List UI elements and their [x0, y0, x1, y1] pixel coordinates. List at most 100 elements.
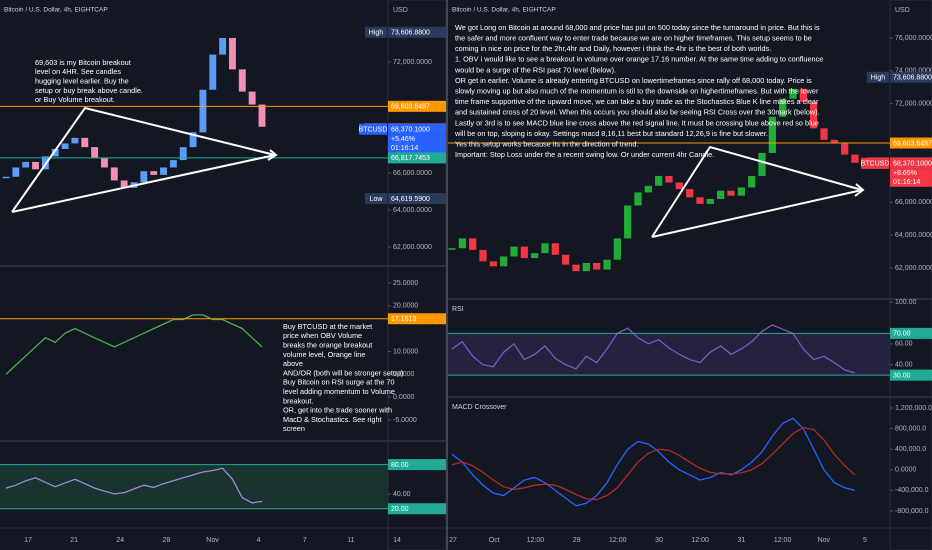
- tag-name-box: [365, 26, 387, 38]
- candle: [179, 147, 187, 161]
- y-tick-label: 62,000.0000: [393, 244, 432, 251]
- y-tick-label: 400,000.0: [895, 446, 926, 453]
- candle: [258, 104, 266, 127]
- tag-name: High: [369, 30, 384, 37]
- arrow-head-left: [267, 149, 278, 161]
- candle: [489, 261, 497, 267]
- candle: [169, 160, 177, 168]
- tag-change: +5.46%: [391, 136, 415, 143]
- candle: [799, 88, 807, 103]
- note-line: setup or buy break above candle.: [35, 86, 143, 95]
- note-line: level on 4HR. See candles: [35, 67, 121, 76]
- note-line: above: [283, 359, 303, 368]
- pane-label: RSI: [452, 306, 464, 313]
- note-line: 69,603 is my Bitcoin breakout: [35, 58, 131, 67]
- note-line: breaks the orange breakout: [283, 341, 372, 350]
- candle: [150, 171, 158, 175]
- level-band: [0, 464, 388, 509]
- price-tag: [890, 327, 932, 339]
- y-tick-label: 1,200,000.0: [895, 405, 932, 412]
- candle: [531, 253, 539, 259]
- candle: [551, 243, 559, 255]
- y-tick-label: 62,000.0000: [895, 265, 932, 272]
- level-band: [448, 333, 890, 376]
- note-line: or Buy Volume breakout.: [35, 95, 115, 104]
- candle: [448, 248, 456, 250]
- date-label: Oct: [489, 537, 500, 544]
- candle: [562, 254, 570, 265]
- candle: [768, 116, 776, 153]
- candle: [572, 264, 580, 272]
- y-tick-label: -5.0000: [393, 417, 417, 424]
- tag-name-box: [867, 71, 889, 83]
- indicator-line: [5, 314, 263, 375]
- price-tag: [388, 193, 446, 205]
- price-tag-label: 20.00: [391, 506, 409, 513]
- left-price-axis: [387, 0, 447, 550]
- indicator-line: [451, 324, 856, 374]
- price-tag: [388, 123, 446, 135]
- y-tick-label: 10.0000: [393, 348, 418, 355]
- price-tag-label: 17.1613: [391, 316, 416, 323]
- price-tag: [388, 313, 446, 325]
- y-tick-label: 64,000.0000: [393, 207, 432, 214]
- note-line: volume level, Orange line: [283, 350, 365, 359]
- currency: USD: [895, 7, 910, 14]
- date-label: 21: [70, 537, 78, 544]
- note-line: hugging level earlier. Buy the: [35, 77, 129, 86]
- note-line: breakout.: [283, 396, 313, 405]
- price-tag-label: 80.00: [391, 462, 409, 469]
- price-tag: [388, 26, 446, 38]
- candle: [758, 152, 766, 176]
- y-tick-label: 64,000.0000: [895, 232, 932, 239]
- date-label: 12:00: [527, 537, 545, 544]
- candle: [189, 132, 197, 148]
- price-tag: [890, 71, 932, 83]
- note-line: coming in nice on price for the 2hr,4hr …: [455, 44, 771, 53]
- y-tick-label: 72,000.0000: [895, 101, 932, 108]
- date-label: Nov: [818, 537, 831, 544]
- tag-name: High: [871, 75, 886, 82]
- y-tick-label: 66,000.0000: [393, 170, 432, 177]
- candle: [820, 128, 828, 140]
- note-line: price when OBV Volume: [283, 331, 362, 340]
- candle: [541, 243, 549, 254]
- candle: [219, 37, 227, 55]
- price-tag: [388, 503, 446, 515]
- candle: [706, 198, 714, 204]
- y-tick-label: 20.0000: [393, 303, 418, 310]
- candle: [32, 161, 39, 170]
- note-line: will be on top, sloping is okay. Setting…: [454, 129, 768, 138]
- note-line: We got Long on Bitcoin at around 68,000 …: [455, 23, 820, 32]
- date-label: 28: [162, 537, 170, 544]
- price-tag: [388, 100, 446, 112]
- candle: [71, 137, 79, 144]
- date-label: Nov: [206, 537, 219, 544]
- candle: [469, 238, 477, 250]
- price-tag-label: 70.00: [893, 331, 911, 338]
- note-line: OR get in earlier. Volume is already ent…: [455, 76, 812, 85]
- date-label: 11: [347, 537, 354, 544]
- date-label: 31: [738, 537, 746, 544]
- note-line: Important: Stop Loss under the a recent …: [455, 150, 714, 159]
- note-line: time frame supportive of the upward move…: [455, 97, 819, 106]
- candle: [696, 197, 704, 204]
- price-tag: [890, 137, 932, 149]
- note-line: 1. OBV i would like to see a breakout in…: [455, 55, 823, 64]
- date-label: 17: [24, 537, 32, 544]
- indicator-line: [451, 417, 856, 507]
- price-tag-label: 30.00: [893, 372, 911, 379]
- date-label: 7: [303, 537, 307, 544]
- candle: [2, 176, 10, 179]
- price-tag: [890, 157, 932, 169]
- arrow-head-right: [854, 183, 865, 197]
- candle: [248, 91, 256, 105]
- chart-title: Bitcoin / U.S. Dollar, 4h, EIGHTCAP: [4, 7, 108, 14]
- note-line: Lastly or 3rd is to see MACD blue line c…: [455, 118, 819, 127]
- price-tag-label: 64,619.5900: [391, 196, 430, 203]
- indicator-line: [451, 426, 856, 501]
- candle: [717, 190, 725, 199]
- note-line: screen: [283, 424, 305, 433]
- price-tag: [388, 152, 446, 164]
- note-line: MacD & Stochastics. See right: [283, 415, 382, 424]
